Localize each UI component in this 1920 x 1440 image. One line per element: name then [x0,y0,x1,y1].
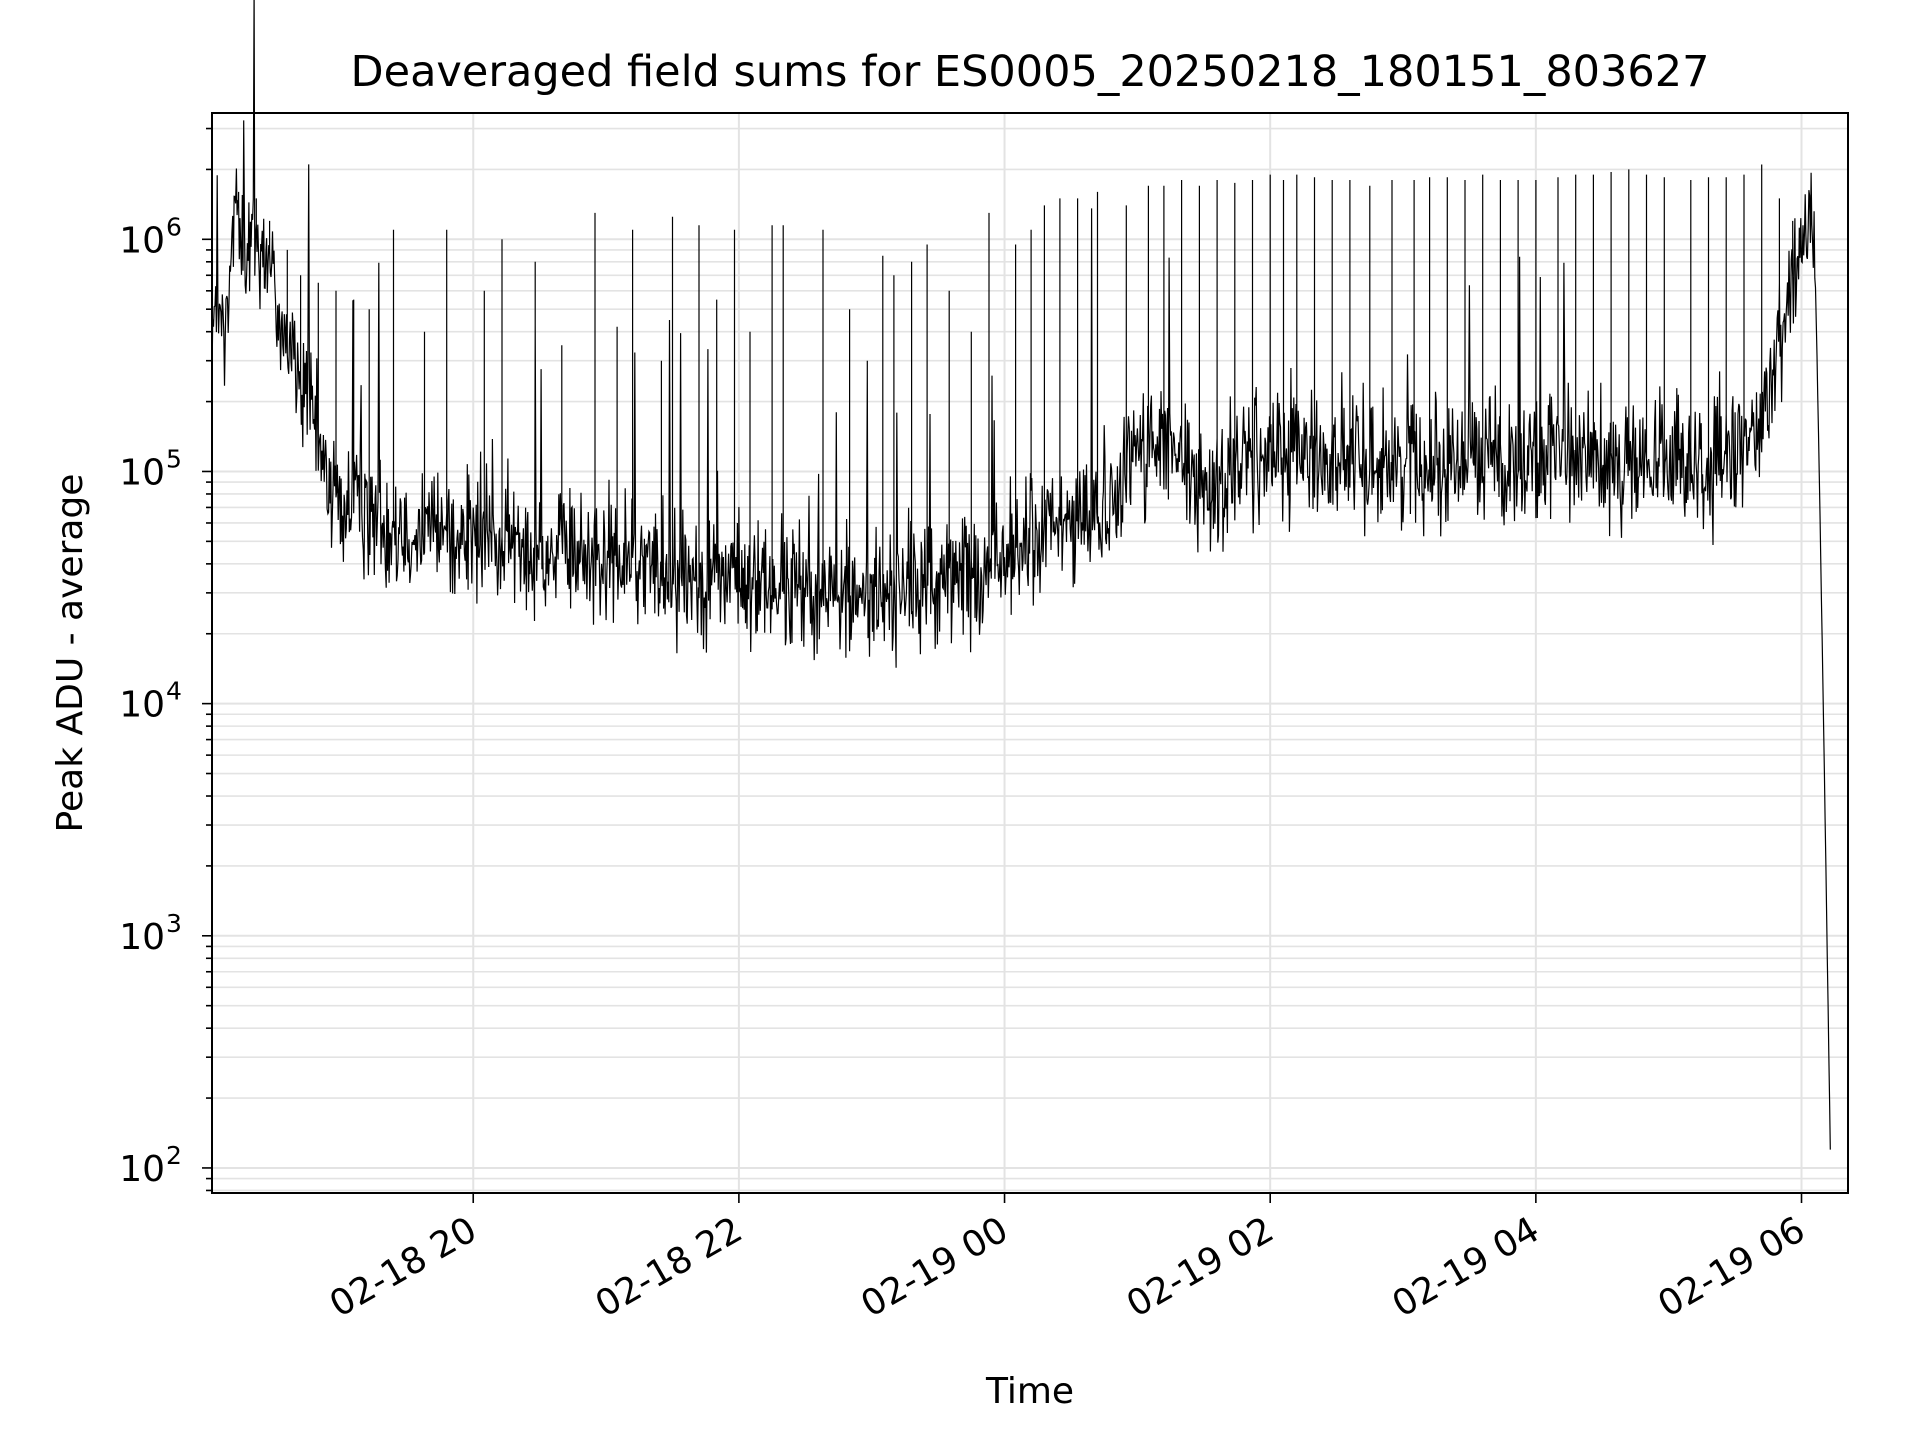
series-line [211,0,1831,1150]
x-tick-label: 02-19 00 [854,1209,1015,1325]
x-axis-title: Time [985,1371,1074,1412]
y-tick-label: 10 [119,1149,165,1190]
x-tick-label: 02-19 04 [1386,1209,1547,1325]
y-tick-label: 10 [119,452,165,493]
y-tick-label: 10 [119,220,165,261]
x-tick-label: 02-18 20 [323,1209,484,1325]
plot-frame [211,112,1849,1194]
x-tick-label: 02-19 02 [1120,1209,1281,1325]
y-tick-exponent: 5 [166,444,182,473]
series-line-layer [211,0,1831,1150]
x-tick-label: 02-19 06 [1651,1209,1812,1325]
y-tick-label: 10 [119,917,165,958]
y-tick-exponent: 3 [166,909,182,938]
chart-title: Deaveraged field sums for ES0005_2025021… [351,47,1710,97]
y-tick-label: 10 [119,685,165,726]
y-tick-exponent: 6 [166,212,182,241]
y-axis-title: Peak ADU - average [50,474,91,833]
x-tick-label: 02-18 22 [589,1209,750,1325]
y-tick-exponent: 2 [166,1141,182,1170]
grid-lines [212,113,1848,1193]
y-tick-exponent: 4 [166,677,182,706]
